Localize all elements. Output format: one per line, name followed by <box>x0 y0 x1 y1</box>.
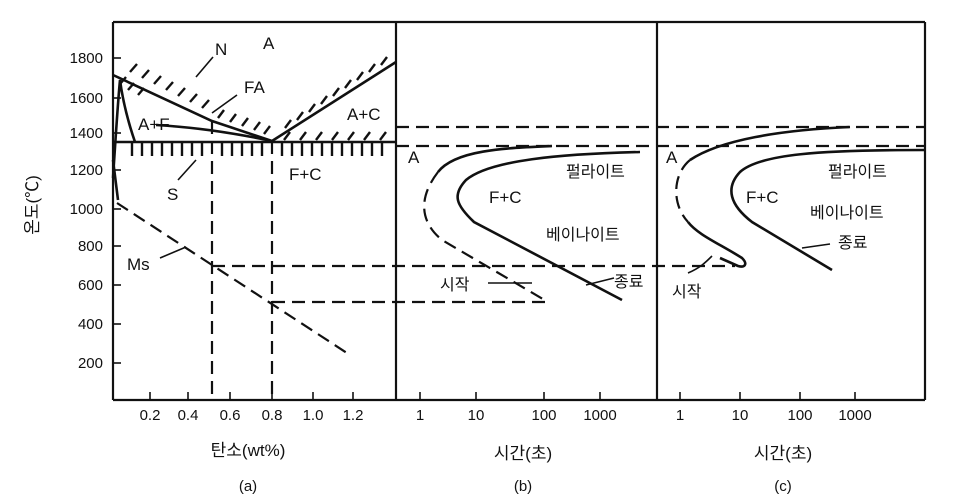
b-caption: (b) <box>514 478 532 495</box>
c-label-bainite: 베이나이트 <box>810 204 884 222</box>
y-tick-label: 800 <box>78 238 103 255</box>
label-S: S <box>167 185 178 204</box>
y-tick-label: 1200 <box>70 162 103 179</box>
label-FC: F+C <box>289 165 322 184</box>
b-label-start: 시작 <box>440 276 470 294</box>
y-tick-label: 1600 <box>70 90 103 107</box>
c-x-tick: 100 <box>787 407 812 424</box>
b-x-tick: 1000 <box>583 407 616 424</box>
b-label-A: A <box>408 148 420 167</box>
panel-a-lines <box>111 56 397 400</box>
label-AF: A+F <box>138 115 170 134</box>
b-x-tick: 10 <box>468 407 485 424</box>
c-caption: (c) <box>774 478 792 495</box>
panel-a-x-ticks <box>149 392 354 400</box>
a-x-tick: 0.8 <box>262 407 283 424</box>
c-label-A: A <box>666 148 678 167</box>
c-x-tick: 10 <box>732 407 749 424</box>
panel-c-x-ticks <box>679 392 856 400</box>
y-tick-label: 600 <box>78 277 103 294</box>
c-x-tick: 1000 <box>838 407 871 424</box>
a-x-tick: 0.4 <box>178 407 199 424</box>
c-label-start: 시작 <box>672 283 702 301</box>
b-label-bainite: 베이나이트 <box>546 226 620 244</box>
y-tick-label: 1400 <box>70 125 103 142</box>
a-x-tick: 0.6 <box>220 407 241 424</box>
a-x-label: 탄소(wt%) <box>211 441 286 460</box>
label-A: A <box>263 34 275 53</box>
y-tick-label: 200 <box>78 355 103 372</box>
panel-b-x-ticks <box>419 392 601 400</box>
panel-c-curves <box>675 125 926 274</box>
label-FA: FA <box>244 78 265 97</box>
panel-a-hatching <box>119 56 388 156</box>
panel-b-curves <box>423 144 641 303</box>
c-label-FC: F+C <box>746 188 779 207</box>
label-N: N <box>215 40 227 59</box>
b-x-tick: 1 <box>416 407 424 424</box>
y-tick-label: 1000 <box>70 201 103 218</box>
a-x-tick: 1.0 <box>303 407 324 424</box>
a-x-tick: 1.2 <box>343 407 364 424</box>
c-x-label: 시간(초) <box>754 444 812 463</box>
b-label-FC: F+C <box>489 188 522 207</box>
label-AC: A+C <box>347 105 381 124</box>
y-tick-label: 1800 <box>70 50 103 67</box>
c-label-finish: 종료 <box>838 235 867 252</box>
b-label-finish: 종료 <box>614 274 643 291</box>
c-label-pearlite: 펄라이트 <box>828 163 887 181</box>
b-x-tick: 100 <box>531 407 556 424</box>
a-x-tick: 0.2 <box>140 407 161 424</box>
y-axis-label: 온도(℃) <box>23 175 42 235</box>
y-tick-label: 400 <box>78 316 103 333</box>
c-x-tick: 1 <box>676 407 684 424</box>
a-caption: (a) <box>239 478 257 495</box>
b-x-label: 시간(초) <box>494 444 552 463</box>
label-Ms: Ms <box>127 255 150 274</box>
b-label-pearlite: 펄라이트 <box>566 163 625 181</box>
